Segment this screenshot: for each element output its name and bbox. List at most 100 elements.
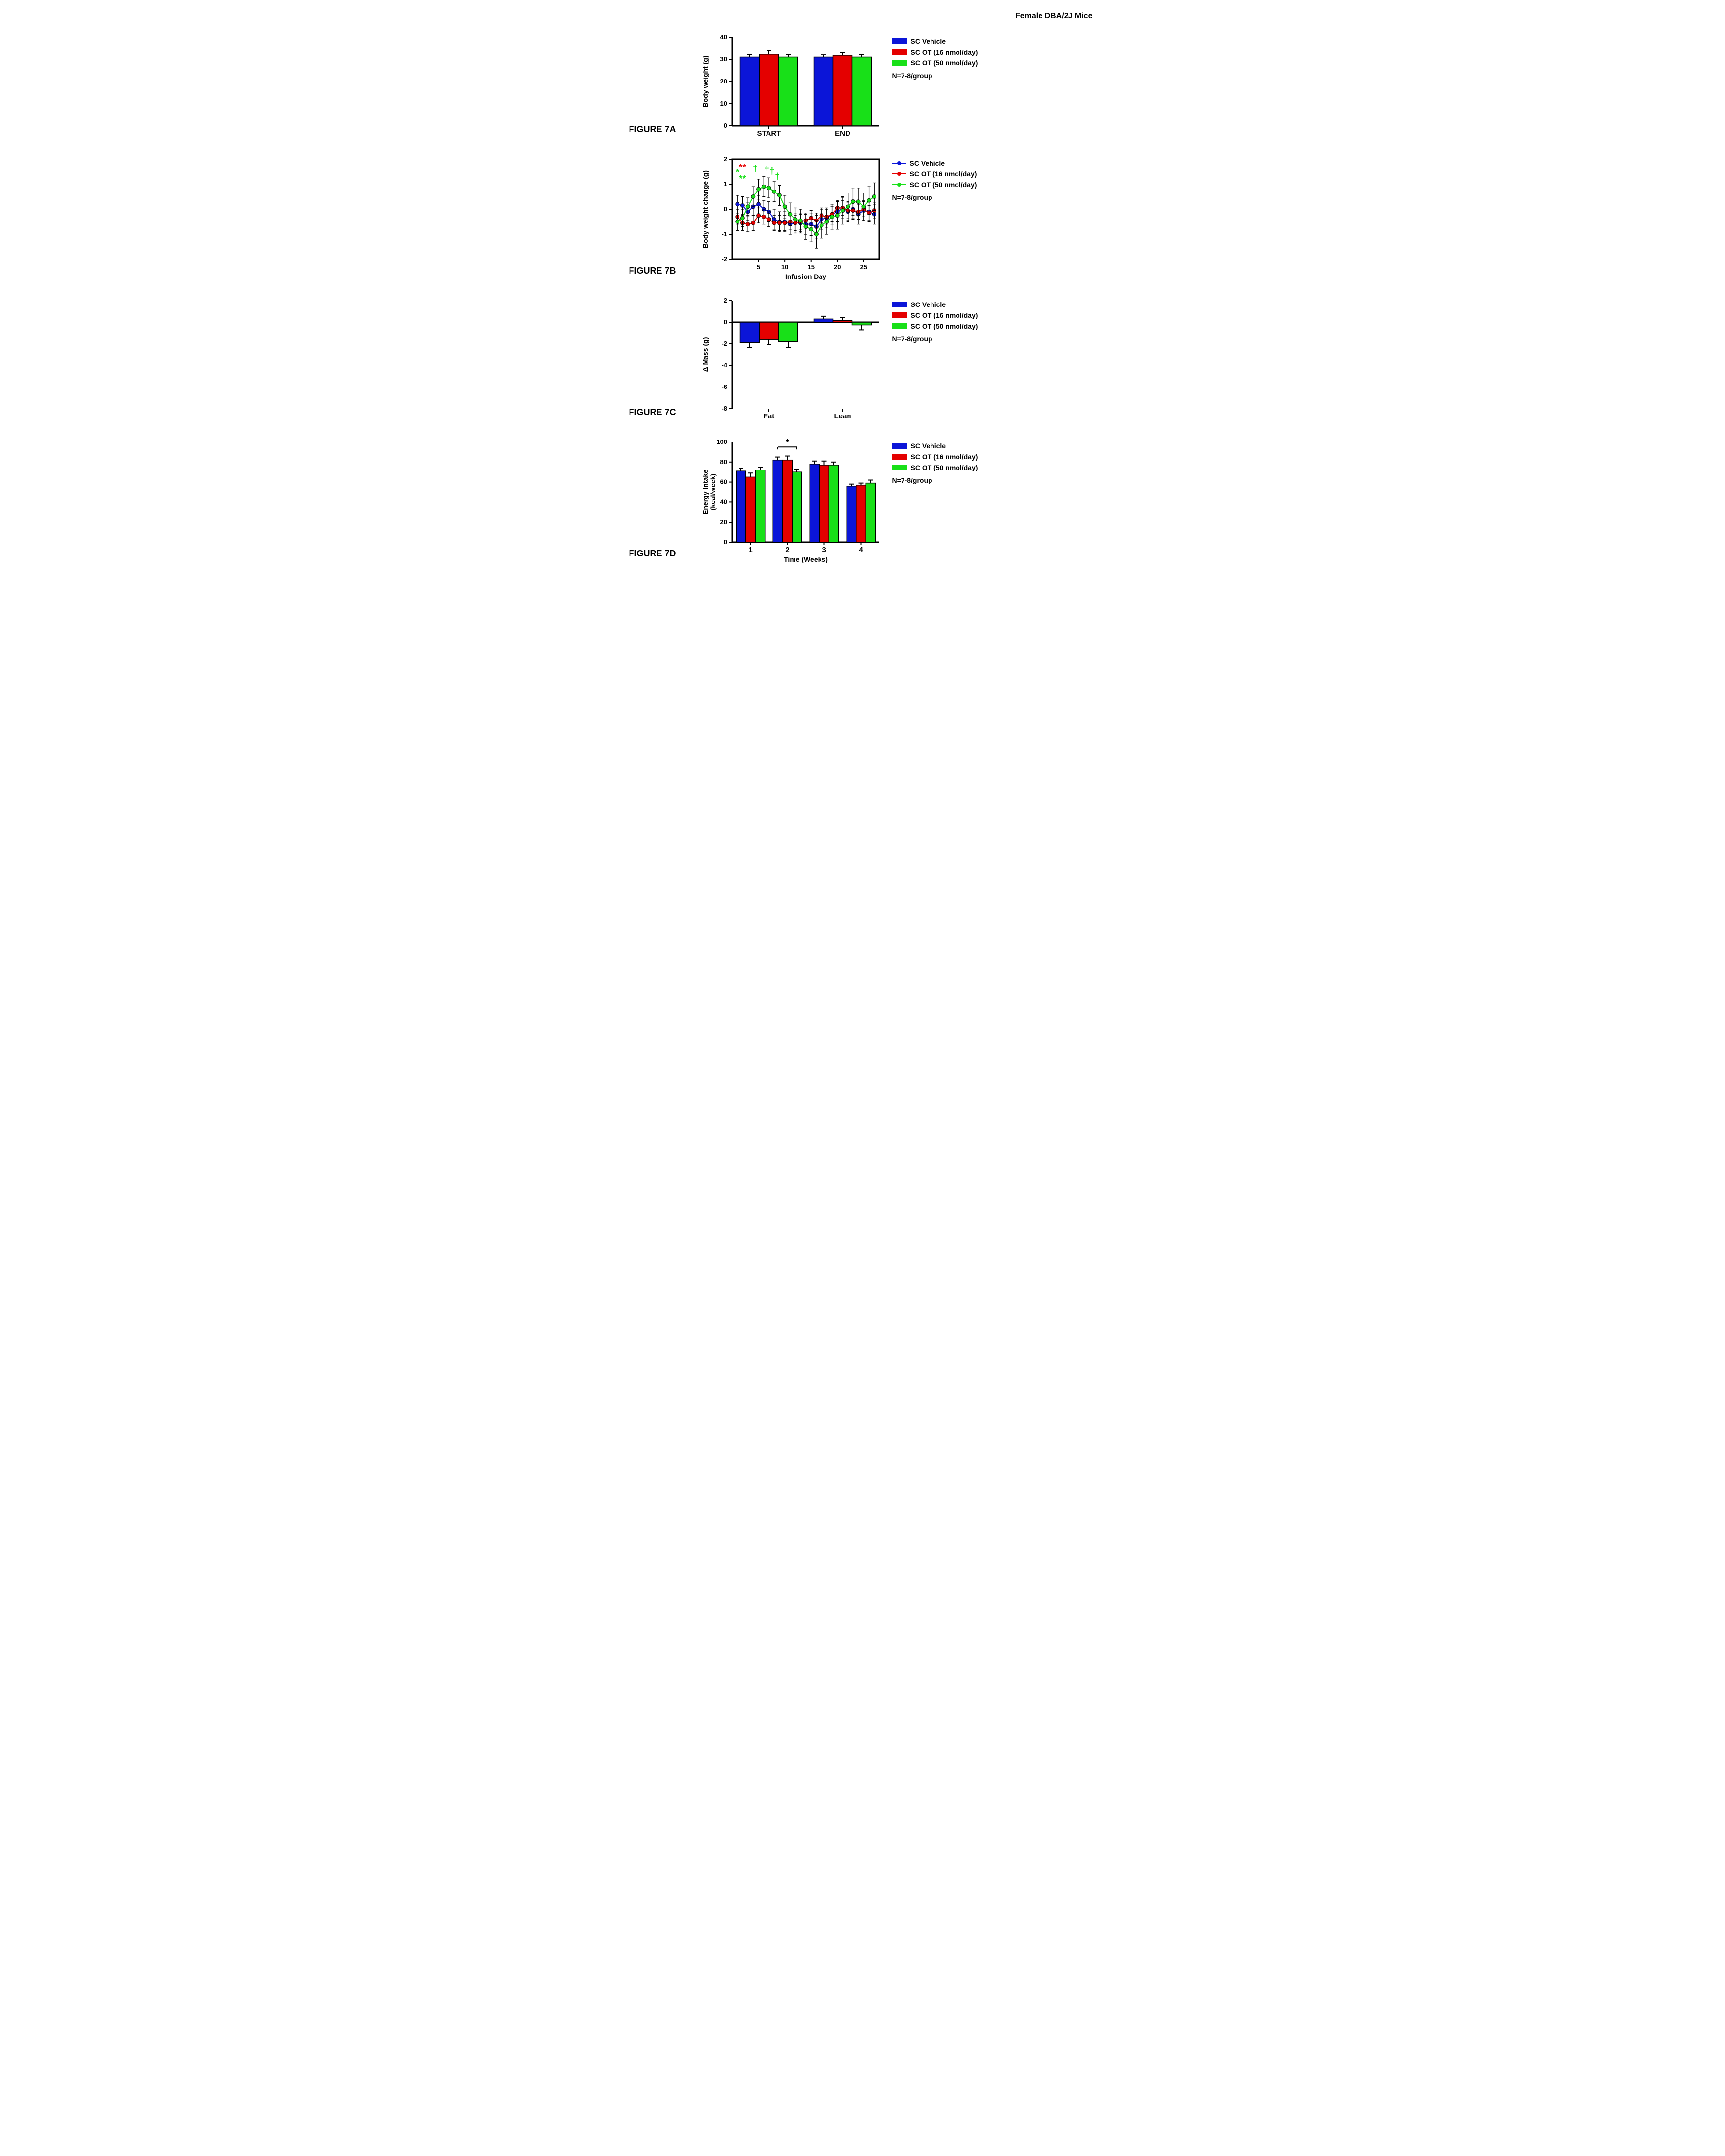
svg-text:Infusion Day: Infusion Day [785, 273, 826, 280]
legend-label-ot50: SC OT (50 nmol/day) [911, 464, 978, 471]
svg-text:START: START [757, 129, 781, 138]
legend-label-ot50: SC OT (50 nmol/day) [910, 181, 977, 189]
figure-7d-legend: SC Vehicle SC OT (16 nmol/day) SC OT (50 n… [892, 442, 978, 484]
figure-7c-row: FIGURE 7C -8-6-4-202FatLeanΔ Mass (g) SC… [629, 296, 1096, 423]
svg-text:10: 10 [781, 263, 788, 271]
figure-7a-row: FIGURE 7A 0 10 20 30 40 START END Body weight (… [629, 32, 1096, 140]
svg-text:25: 25 [860, 263, 867, 271]
svg-text:**: ** [739, 163, 746, 172]
svg-text:2: 2 [723, 297, 727, 304]
figure-7b-row: FIGURE 7B -2-1012510152025*****††††Body … [629, 154, 1096, 282]
legend-item-ot50: SC OT (50 nmol/day) [892, 464, 978, 471]
svg-text:20: 20 [720, 518, 727, 525]
legend-item-ot16: SC OT (16 nmol/day) [892, 453, 978, 461]
legend-n: N=7-8/group [892, 335, 978, 343]
legend-item-ot16: SC OT (16 nmol/day) [892, 170, 977, 178]
legend-label-ot16: SC OT (16 nmol/day) [911, 48, 978, 56]
legend-swatch-vehicle [892, 302, 907, 307]
legend-label-vehicle: SC Vehicle [911, 301, 946, 308]
svg-text:Time (Weeks): Time (Weeks) [784, 555, 828, 563]
page-header: Female DBA/2J Mice [629, 12, 1093, 21]
legend-swatch-ot16 [892, 49, 907, 55]
svg-text:2: 2 [785, 546, 789, 554]
svg-text:Body weight change (g): Body weight change (g) [701, 170, 709, 248]
svg-text:0: 0 [723, 318, 727, 326]
legend-item-ot50: SC OT (50 nmol/day) [892, 59, 978, 67]
legend-label-vehicle: SC Vehicle [911, 37, 946, 45]
svg-text:3: 3 [822, 546, 826, 554]
legend-item-vehicle: SC Vehicle [892, 37, 978, 45]
svg-text:**: ** [739, 174, 746, 184]
page-root: Female DBA/2J Mice FIGURE 7A 010203040ST… [617, 0, 1108, 608]
svg-text:†: † [769, 166, 774, 176]
legend-swatch-ot50 [892, 465, 907, 470]
svg-text:Fat: Fat [763, 412, 774, 420]
svg-text:10: 10 [720, 100, 727, 107]
figure-7c-legend: SC Vehicle SC OT (16 nmol/day) SC OT (50 n… [892, 301, 978, 343]
svg-text:40: 40 [720, 498, 727, 505]
svg-text:20: 20 [720, 78, 727, 85]
legend-label-vehicle: SC Vehicle [911, 442, 946, 450]
svg-text:4: 4 [859, 546, 863, 554]
figure-7a-chart: 0 10 20 30 40 START END Body weight (g) [698, 32, 884, 140]
legend-item-vehicle: SC Vehicle [892, 301, 978, 308]
svg-text:END: END [835, 129, 850, 138]
figure-7b-legend: SC Vehicle SC OT (16 nmol/day) SC OT (50 n… [892, 159, 977, 201]
svg-text:Energy Intake(kcal/week): Energy Intake(kcal/week) [701, 470, 716, 515]
figure-7a-label: FIGURE 7A [629, 124, 698, 140]
legend-swatch-ot16 [892, 312, 907, 318]
legend-swatch-ot16 [892, 454, 907, 460]
figure-7b-panel: -2-1012510152025*****††††Body weight cha… [698, 154, 977, 282]
legend-swatch-ot50 [892, 184, 906, 185]
legend-swatch-ot16 [892, 173, 906, 174]
legend-item-vehicle: SC Vehicle [892, 159, 977, 167]
svg-text:0: 0 [723, 122, 727, 129]
svg-text:20: 20 [834, 263, 841, 271]
svg-text:2: 2 [723, 155, 727, 163]
svg-text:Lean: Lean [834, 412, 851, 420]
figure-7d-panel: 0 20 40 60 80 100 1 2 3 4 * Energy Intake(kcal/week… [698, 437, 978, 565]
svg-text:*: * [736, 167, 739, 177]
svg-text:5: 5 [756, 263, 760, 271]
svg-text:0: 0 [723, 538, 727, 546]
svg-text:-6: -6 [721, 383, 727, 390]
legend-item-ot50: SC OT (50 nmol/day) [892, 322, 978, 330]
legend-n: N=7-8/group [892, 476, 978, 484]
figure-7d-label: FIGURE 7D [629, 549, 698, 565]
figure-7d-chart: 0 20 40 60 80 100 1 2 3 4 * Energy Intake(kcal/week… [698, 437, 884, 565]
figure-7a-legend: SC Vehicle SC OT (16 nmol/day) SC OT (50 n… [892, 37, 978, 80]
figure-7c-label: FIGURE 7C [629, 407, 698, 423]
legend-item-ot50: SC OT (50 nmol/day) [892, 181, 977, 189]
svg-text:60: 60 [720, 478, 727, 486]
svg-text:40: 40 [720, 33, 727, 41]
legend-label-ot16: SC OT (16 nmol/day) [910, 170, 977, 178]
legend-swatch-ot50 [892, 323, 907, 329]
svg-text:*: * [785, 438, 789, 447]
legend-swatch-vehicle [892, 38, 907, 44]
legend-label-ot16: SC OT (16 nmol/day) [911, 311, 978, 319]
legend-label-ot16: SC OT (16 nmol/day) [911, 453, 978, 461]
svg-text:30: 30 [720, 55, 727, 63]
legend-label-ot50: SC OT (50 nmol/day) [911, 322, 978, 330]
svg-text:-2: -2 [721, 340, 727, 347]
svg-text:†: † [764, 165, 769, 175]
figure-7c-panel: -8-6-4-202FatLeanΔ Mass (g) SC VehicleSC… [698, 296, 978, 423]
svg-text:-8: -8 [721, 405, 727, 412]
figure-7d-row: FIGURE 7D 0 20 40 60 80 100 1 2 3 4 * Energy Intake… [629, 437, 1096, 565]
svg-text:0: 0 [723, 205, 727, 213]
legend-item-vehicle: SC Vehicle [892, 442, 978, 450]
svg-text:1: 1 [723, 180, 727, 188]
legend-n: N=7-8/group [892, 193, 977, 201]
legend-n: N=7-8/group [892, 72, 978, 80]
legend-label-ot50: SC OT (50 nmol/day) [911, 59, 978, 67]
svg-text:100: 100 [716, 438, 727, 445]
legend-swatch-vehicle [892, 163, 906, 164]
svg-text:Body weight (g): Body weight (g) [701, 56, 709, 108]
legend-swatch-vehicle [892, 443, 907, 449]
svg-text:80: 80 [720, 458, 727, 466]
figure-7b-chart: -2-1012510152025*****††††Body weight cha… [698, 154, 884, 282]
svg-text:1: 1 [748, 546, 752, 554]
svg-text:-2: -2 [721, 255, 727, 263]
svg-text:-4: -4 [721, 361, 727, 369]
figure-7c-chart: -8-6-4-202FatLeanΔ Mass (g) [698, 296, 884, 423]
